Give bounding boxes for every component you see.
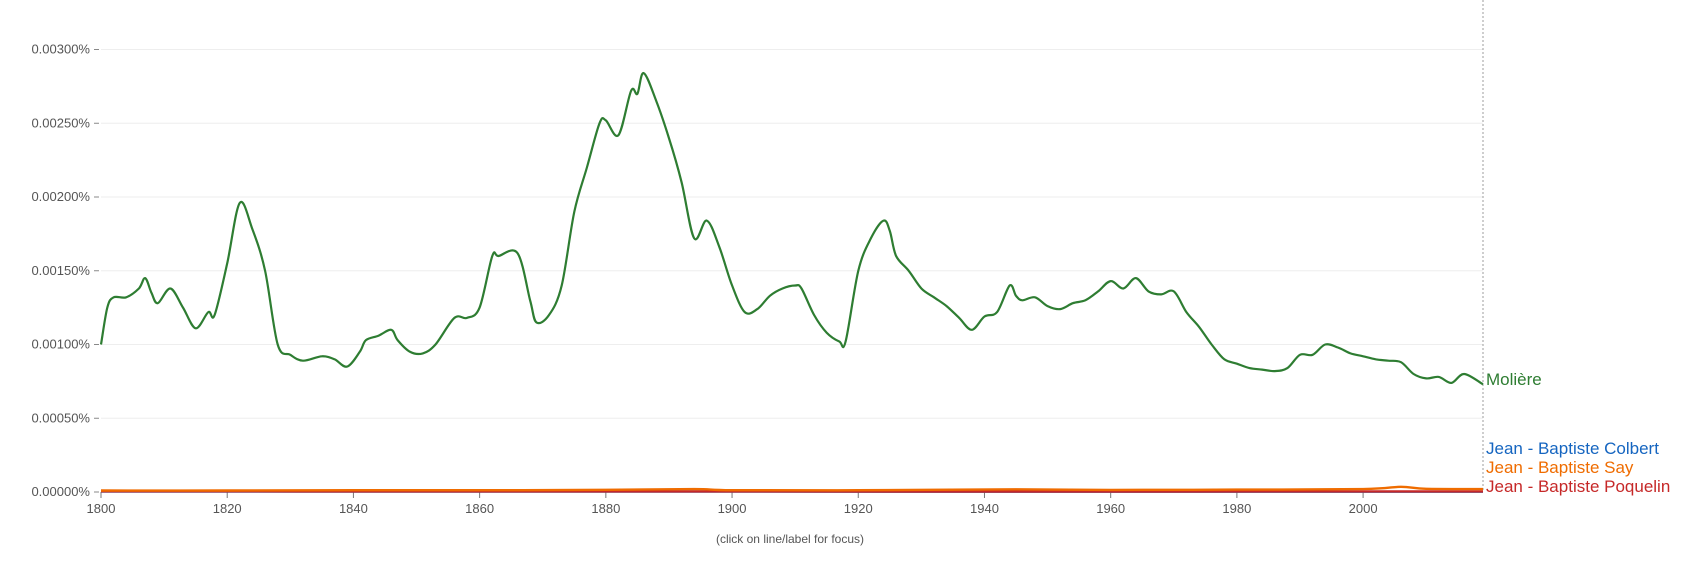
y-tick-label: 0.00050% [31,410,90,425]
y-tick-label: 0.00250% [31,115,90,130]
y-tick-label: 0.00150% [31,263,90,278]
x-tick-label: 1800 [87,501,116,516]
series-label[interactable]: Molière [1486,370,1542,389]
y-tick-label: 0.00300% [31,42,90,57]
series-label[interactable]: Jean - Baptiste Poquelin [1486,477,1670,496]
x-tick-label: 1860 [465,501,494,516]
x-tick-label: 1940 [970,501,999,516]
series-line-moli-re[interactable] [99,71,1484,386]
grid-lines [101,49,1483,493]
x-tick-label: 1820 [213,501,242,516]
x-tick-label: 1880 [591,501,620,516]
series-lines[interactable] [99,71,1484,493]
x-tick-label: 2000 [1349,501,1378,516]
y-tick-label: 0.00000% [31,484,90,499]
series-label[interactable]: Jean - Baptiste Colbert [1486,439,1659,458]
y-tick-label: 0.00200% [31,189,90,204]
x-tick-label: 1900 [718,501,747,516]
series-label[interactable]: Jean - Baptiste Say [1486,458,1634,477]
x-tick-label: 1980 [1222,501,1251,516]
x-tick-label: 1960 [1096,501,1125,516]
axes: 0.00000% 0.00050% 0.00100% 0.00150% 0.00200%… [31,0,1484,516]
x-tick-label: 1840 [339,501,368,516]
focus-hint: (click on line/label for focus) [716,532,864,546]
series-line-jean-baptiste-say[interactable] [100,485,1484,492]
x-tick-label: 1920 [844,501,873,516]
y-tick-label: 0.00100% [31,337,90,352]
